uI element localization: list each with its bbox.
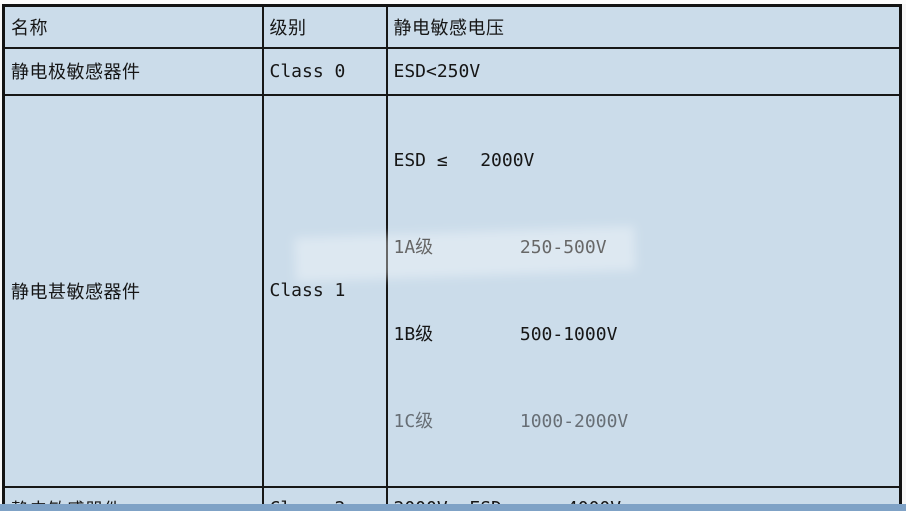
header-cell-class: 级别 [261, 4, 388, 49]
class-cell: Class 1 [261, 93, 388, 488]
name-cell: 静电极敏感器件 [2, 46, 264, 96]
header-cell-name: 名称 [2, 4, 264, 49]
voltage-cell: ESD<250V [385, 46, 902, 96]
voltage-cell: ESD ≤ 2000V 1A级 250-500V 1B级 500-1000V 1… [385, 93, 902, 488]
class-cell: Class 0 [261, 46, 388, 96]
table-row-class0: 静电极敏感器件 Class 0 ESD<250V [2, 46, 902, 96]
bottom-edge-strip [0, 504, 906, 511]
name-cell: 静电甚敏感器件 [2, 93, 264, 488]
table-row-class1: 静电甚敏感器件 Class 1 ESD ≤ 2000V 1A级 250-500V… [2, 93, 902, 488]
table-header-row: 名称 级别 静电敏感电压 [2, 4, 902, 49]
voltage-line: 1A级 250-500V [393, 236, 607, 258]
header-cell-voltage: 静电敏感电压 [385, 4, 902, 49]
esd-sensitivity-table: 名称 级别 静电敏感电压 静电极敏感器件 Class 0 ESD<250V 静电… [2, 4, 902, 511]
voltage-line: ESD ≤ 2000V [393, 149, 535, 171]
top-edge-strip [0, 0, 906, 4]
voltage-line: 1C级 1000-2000V [393, 410, 629, 432]
voltage-line: 1B级 500-1000V [393, 323, 618, 345]
